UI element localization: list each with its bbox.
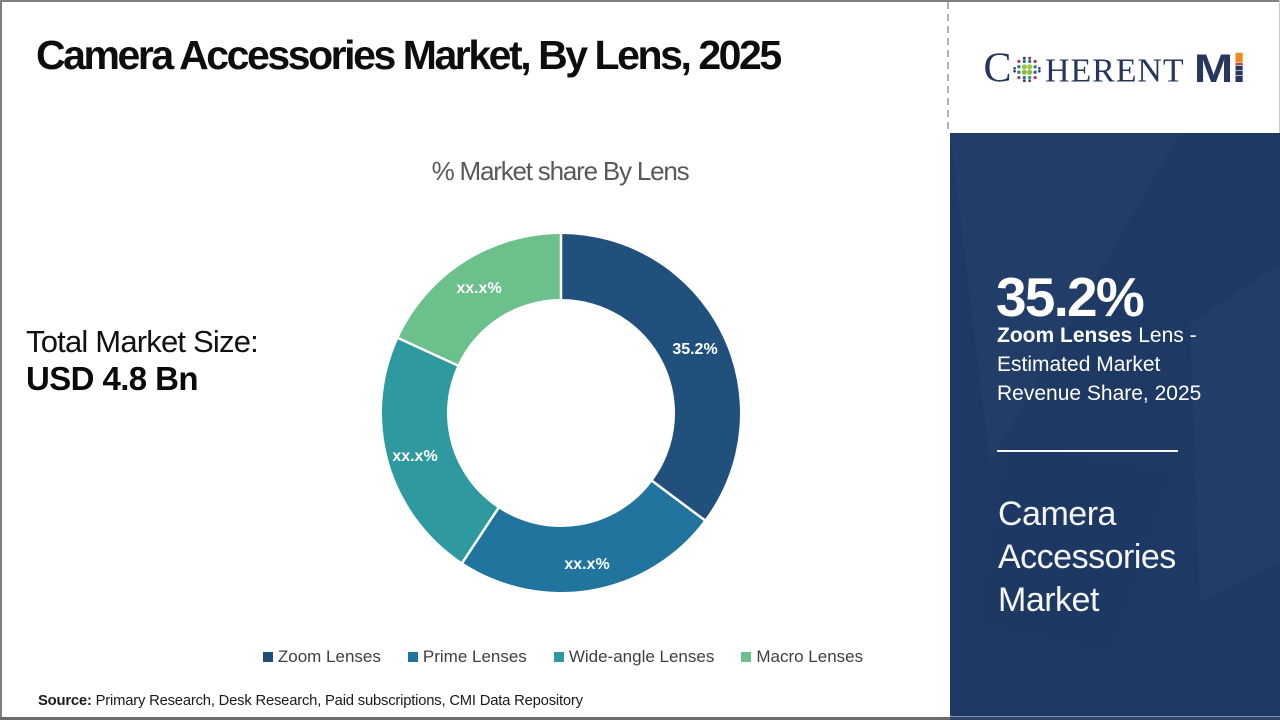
svg-text:HERENT: HERENT (1045, 53, 1185, 90)
svg-text:C: C (985, 46, 1012, 92)
svg-text:M: M (1194, 46, 1233, 91)
